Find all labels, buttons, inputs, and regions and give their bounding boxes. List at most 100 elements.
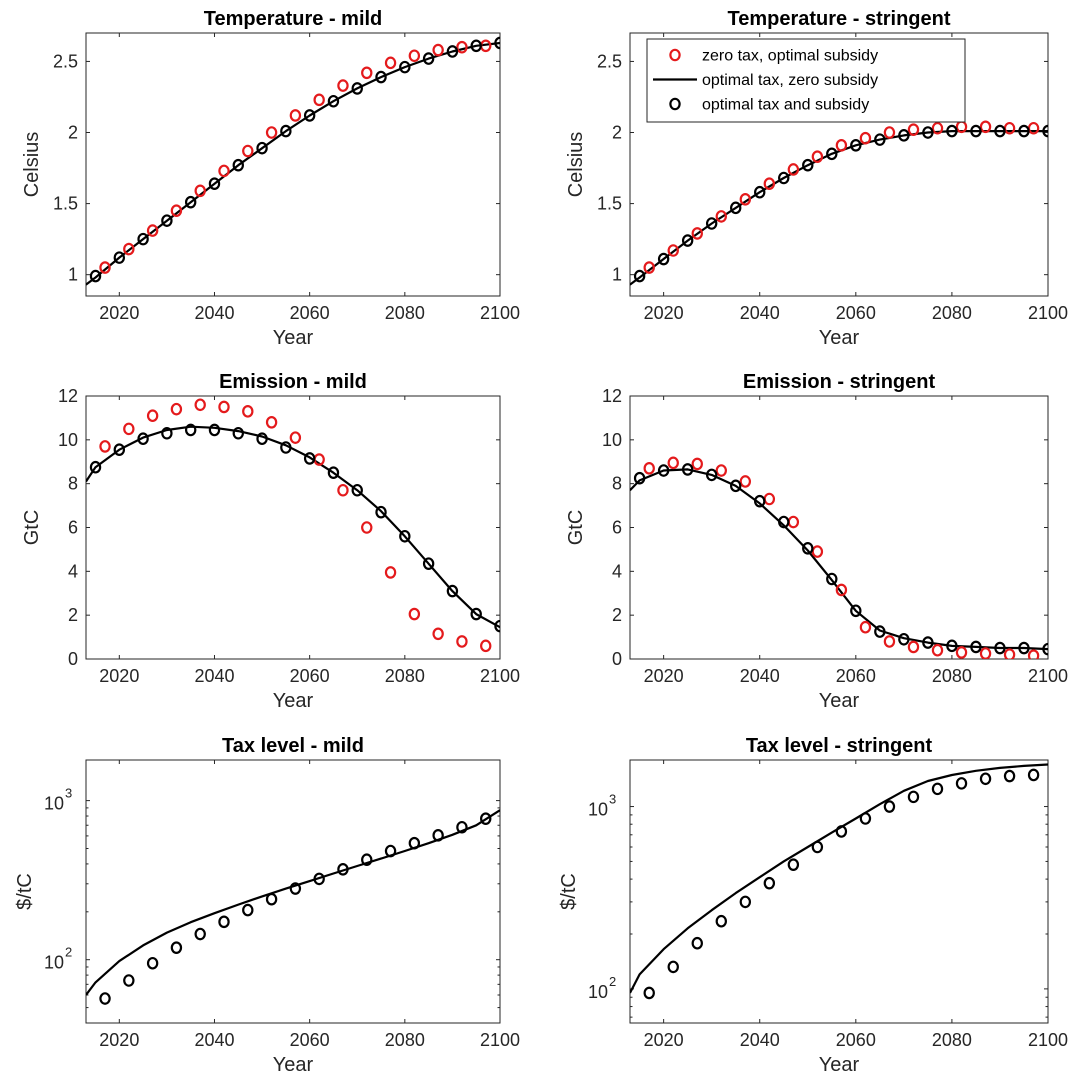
x-tick-label: 2080 [932, 1030, 972, 1050]
legend: zero tax, optimal subsidy optimal tax, ze… [646, 38, 966, 123]
data-point [979, 647, 992, 659]
data-point [313, 872, 325, 886]
data-point [327, 466, 340, 480]
y-tick-label: 12 [58, 386, 78, 406]
data-point [408, 49, 421, 63]
data-point [802, 158, 814, 172]
legend-entry-label: optimal tax, zero subsidy [702, 72, 878, 89]
data-point [170, 941, 183, 954]
x-tick-label: 2040 [740, 303, 780, 323]
data-point [399, 529, 411, 543]
chart-title: Emission - mild [219, 371, 367, 393]
data-point [375, 70, 387, 84]
data-point [691, 936, 703, 950]
data-point [850, 604, 862, 618]
data-point [946, 124, 958, 138]
data-point [705, 217, 718, 230]
axes-box [629, 759, 1049, 1024]
y-tick-label: 8 [612, 474, 622, 494]
data-point [256, 432, 268, 446]
data-point [955, 777, 968, 790]
data-point [657, 252, 670, 266]
x-tick-label: 2020 [644, 666, 684, 686]
data-point [1027, 649, 1040, 659]
y-tick-label: 1 [612, 265, 622, 285]
data-point [184, 423, 197, 437]
data-point [470, 607, 482, 621]
axes-box [85, 759, 501, 1024]
data-point [955, 646, 968, 659]
data-point [994, 124, 1006, 138]
data-point [1018, 641, 1030, 655]
x-tick-label: 2020 [644, 303, 684, 323]
data-point [99, 992, 111, 1005]
y-tick-label-exp: 3 [65, 786, 72, 801]
legend-marker-circle [669, 97, 681, 111]
black-marker-series [633, 463, 1048, 656]
data-point [907, 123, 920, 136]
x-tick-label: 2080 [932, 666, 972, 686]
data-point [883, 635, 896, 648]
data-point [446, 584, 459, 598]
black-marker-series [633, 124, 1048, 283]
x-tick-label: 2040 [194, 666, 234, 686]
data-point [137, 432, 149, 446]
legend-box [646, 38, 966, 123]
chart-title: Emission - stringent [743, 371, 936, 393]
data-point [327, 94, 340, 108]
data-point [1003, 769, 1016, 783]
black-marker-series [643, 768, 1040, 1000]
plot-area [630, 763, 1048, 1000]
data-point [907, 640, 920, 654]
x-axis-label: Year [819, 690, 860, 712]
data-point [242, 903, 254, 917]
y-tick-label: 2 [612, 605, 622, 625]
plot-area [86, 809, 500, 1005]
y-tick-label: 1.5 [53, 194, 78, 214]
data-point [337, 863, 349, 876]
data-point [313, 93, 325, 107]
data-point [123, 242, 135, 256]
x-tick-label: 2080 [385, 666, 425, 686]
data-point [280, 124, 292, 138]
data-point [422, 52, 435, 65]
data-point [835, 825, 848, 838]
x-tick-label: 2020 [99, 303, 139, 323]
data-point [778, 171, 790, 185]
x-tick-label: 2100 [480, 1030, 520, 1050]
data-point [811, 840, 824, 854]
data-point [802, 542, 814, 555]
data-point [715, 914, 727, 928]
series-line [630, 130, 1048, 286]
data-point [763, 876, 776, 890]
data-point [337, 79, 349, 92]
data-point [422, 557, 435, 570]
data-point [907, 790, 920, 804]
y-tick-label-exp: 2 [609, 974, 616, 989]
data-point [883, 126, 896, 139]
x-tick-label: 2080 [932, 303, 972, 323]
black-marker-series [99, 812, 492, 1005]
x-tick-label: 2020 [99, 666, 139, 686]
y-tick-label: 6 [68, 518, 78, 538]
data-point [1018, 124, 1030, 138]
data-point [242, 405, 254, 418]
data-point [208, 423, 221, 437]
data-point [432, 627, 444, 641]
y-axis-label: $/tC [14, 873, 36, 910]
data-point [289, 431, 302, 444]
data-point [1027, 768, 1040, 782]
y-tick-label: 2 [68, 123, 78, 143]
data-point [787, 163, 800, 176]
data-point [399, 60, 411, 74]
data-point [835, 139, 848, 152]
data-point [931, 643, 944, 657]
plot-area [86, 398, 500, 653]
data-point [643, 261, 655, 274]
data-point [194, 927, 206, 941]
data-point [265, 126, 278, 139]
data-point [337, 483, 349, 497]
data-point [456, 635, 468, 648]
data-point [146, 224, 159, 237]
